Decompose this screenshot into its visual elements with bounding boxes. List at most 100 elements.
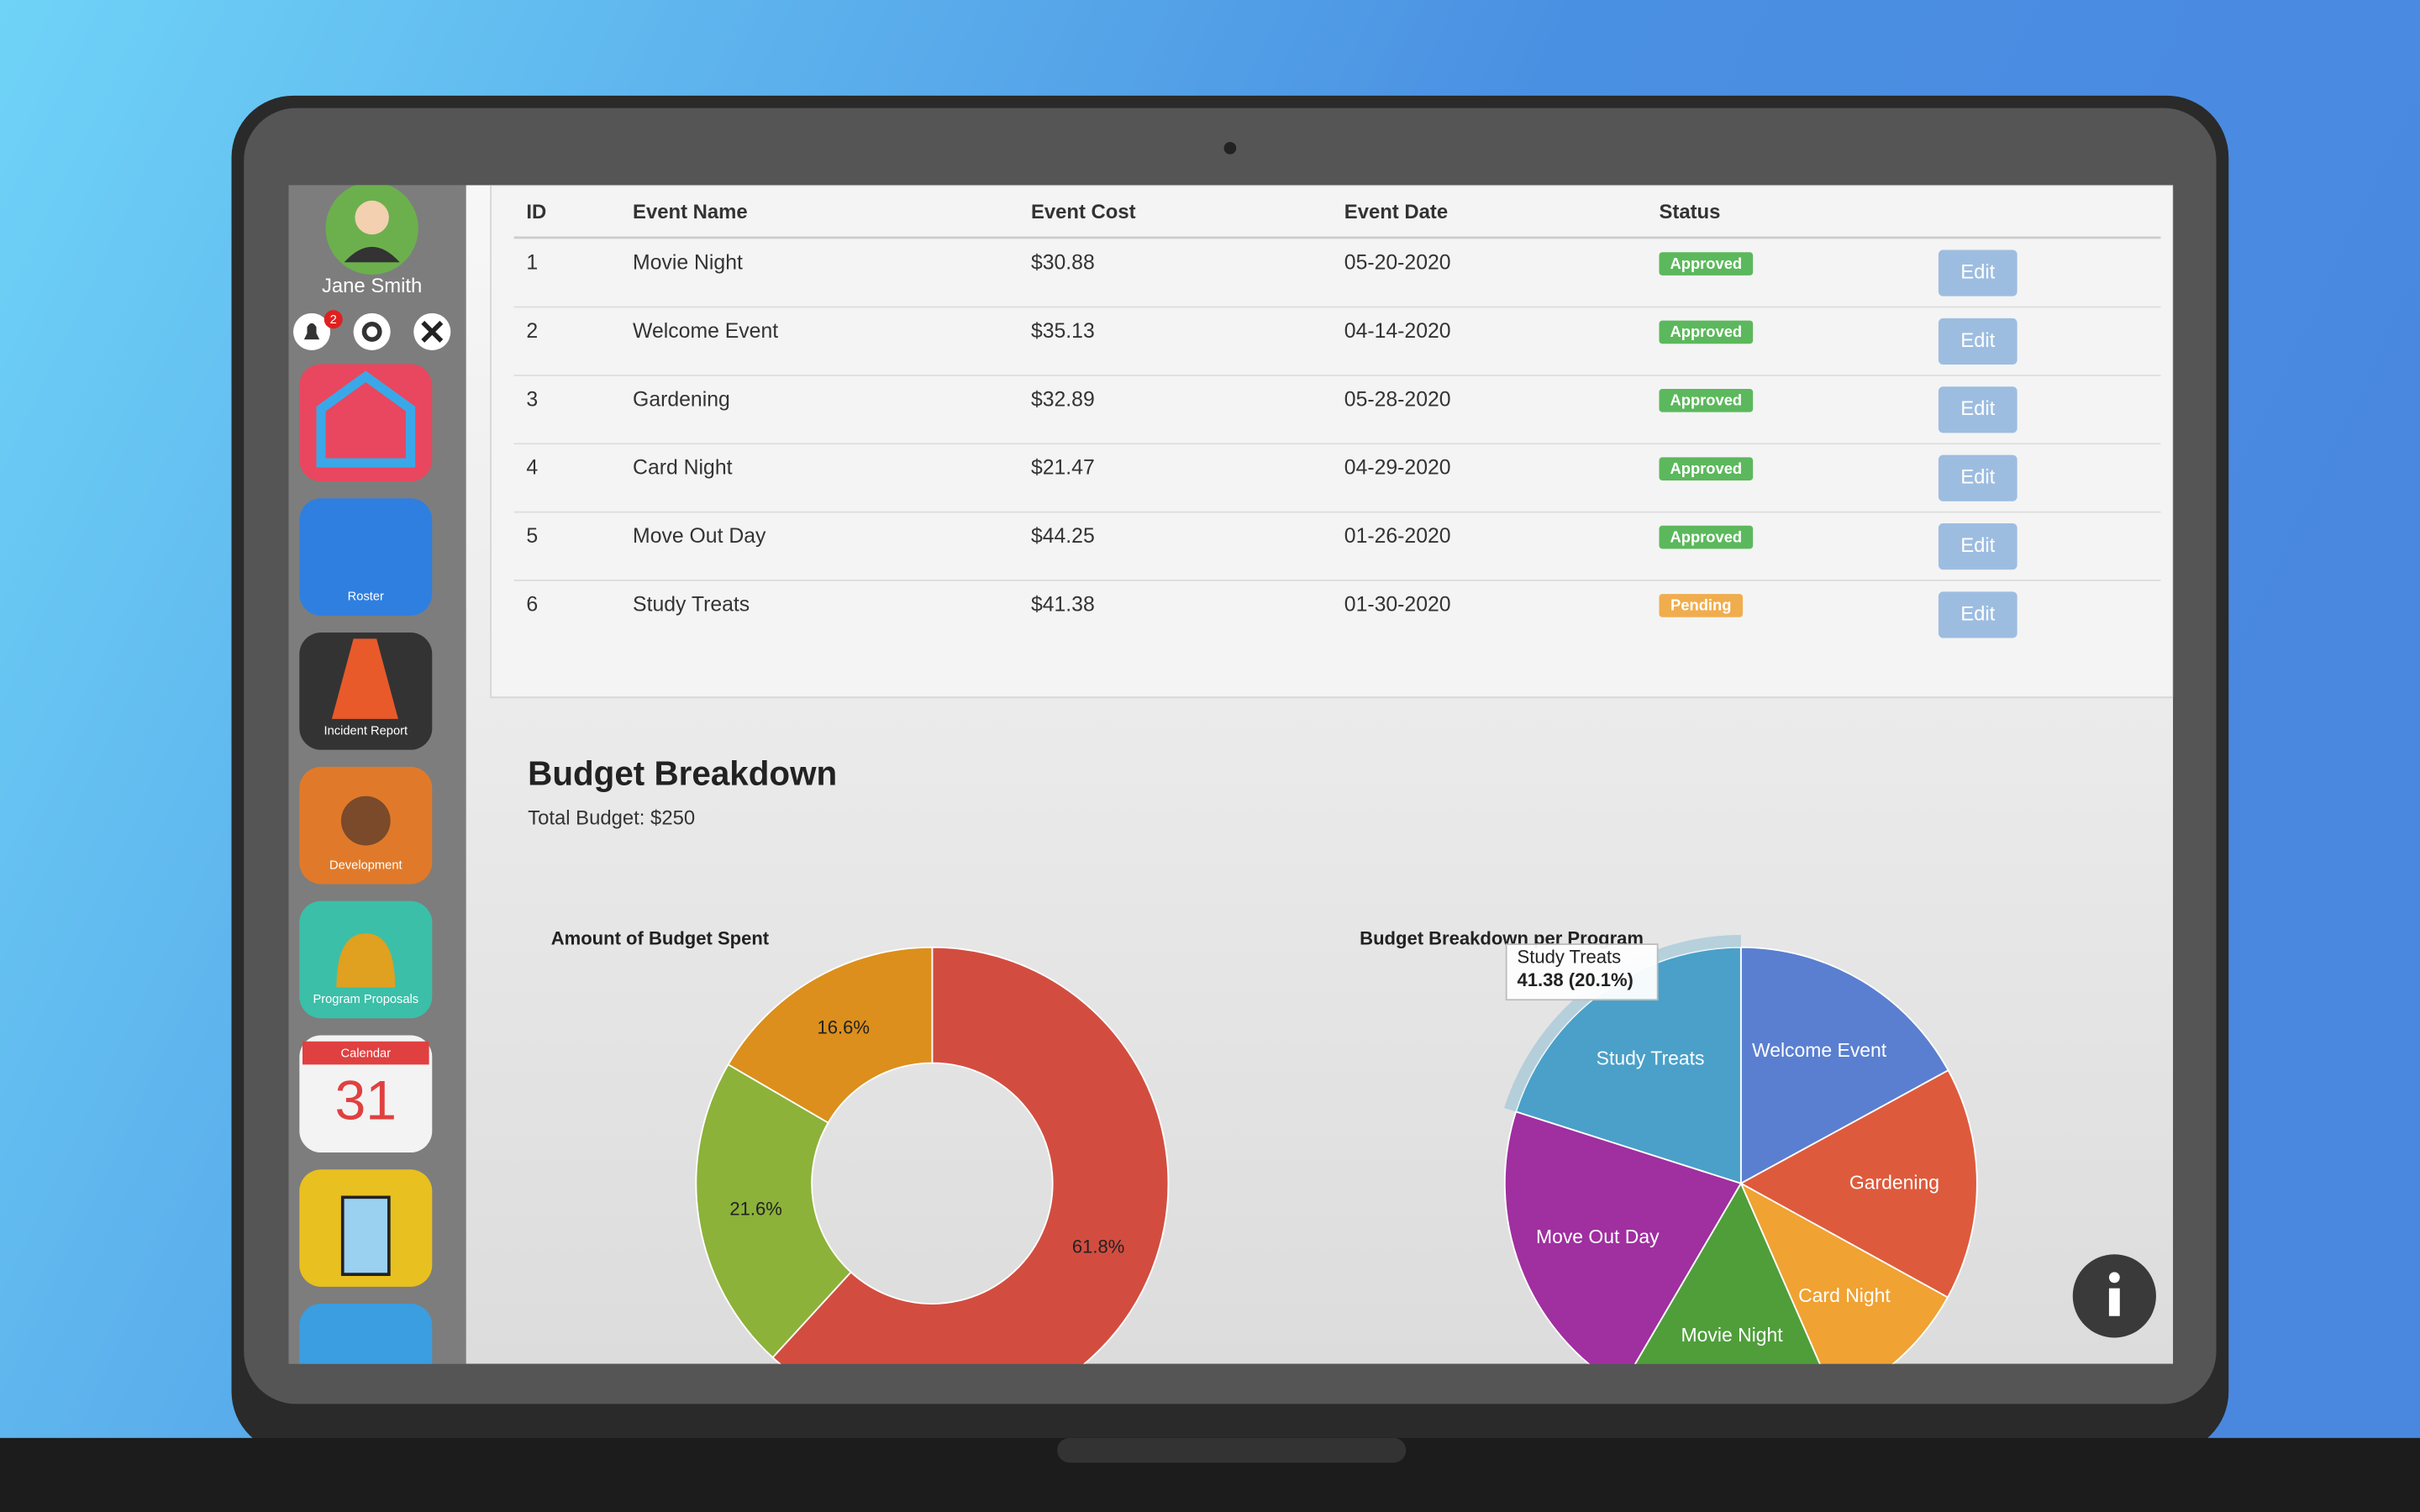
edit-label: Edit <box>1960 260 1995 283</box>
status-text: Approved <box>1670 323 1742 340</box>
table-cell: Welcome Event <box>633 320 778 343</box>
column-header: Event Name <box>633 201 748 223</box>
table-panel <box>490 185 2174 699</box>
table-cell: $35.13 <box>1031 320 1095 343</box>
column-header: Status <box>1659 201 1720 223</box>
table-cell: 01-30-2020 <box>1344 593 1451 616</box>
slice-label: Study Treats <box>1597 1047 1705 1068</box>
gear-icon <box>361 321 382 342</box>
tooltip-value: 41.38 (20.1%) <box>1518 969 1634 990</box>
table-cell: $30.88 <box>1031 252 1095 275</box>
avatar-face <box>355 200 389 235</box>
app-tile[interactable] <box>299 364 433 482</box>
table-cell: Study Treats <box>633 593 750 616</box>
bag-icon <box>336 933 396 988</box>
edit-button[interactable] <box>1938 386 2018 433</box>
table-cell: 6 <box>526 593 538 616</box>
radio-icon <box>340 1195 391 1276</box>
avatar-body <box>344 246 400 263</box>
status-badge <box>1659 457 1754 480</box>
slice-label: Gardening <box>1849 1171 1939 1193</box>
total-budget: Total Budget: $250 <box>528 807 695 830</box>
edit-label: Edit <box>1960 329 1995 352</box>
status-badge <box>1659 525 1754 549</box>
status-badge <box>1659 594 1744 617</box>
edit-label: Edit <box>1960 466 1995 489</box>
app-label: Calendar <box>341 1047 392 1060</box>
chart-title: Amount of Budget Spent <box>551 927 770 948</box>
bell-icon <box>303 323 320 340</box>
table-cell: 05-20-2020 <box>1344 252 1451 275</box>
table-cell: $32.89 <box>1031 388 1095 411</box>
status-text: Approved <box>1670 528 1742 545</box>
data-label: 61.8% <box>1072 1236 1124 1257</box>
calendar-header <box>302 1041 429 1065</box>
badge <box>324 310 343 329</box>
edit-button[interactable] <box>1938 318 2018 365</box>
table-cell: $44.25 <box>1031 525 1095 548</box>
slice-label: Welcome Event <box>1752 1039 1887 1061</box>
column-header: Event Cost <box>1031 201 1136 223</box>
app-label: Roster <box>348 591 384 604</box>
camera <box>1223 141 1237 155</box>
slice-label: Move Out Day <box>1536 1226 1660 1247</box>
slice-label: Card Night <box>1798 1284 1891 1306</box>
user-name: Jane Smith <box>322 275 422 297</box>
notch <box>1057 1437 1407 1463</box>
section-title: Budget Breakdown <box>528 754 837 793</box>
table-cell: 01-26-2020 <box>1344 525 1451 548</box>
status-badge <box>1659 389 1754 412</box>
pie-slice <box>1503 1110 1743 1364</box>
pie-slice <box>1634 1181 1821 1364</box>
home-icon <box>316 370 416 468</box>
edit-label: Edit <box>1960 534 1995 557</box>
close-icon <box>421 320 444 343</box>
status-text: Approved <box>1670 255 1742 272</box>
edit-label: Edit <box>1960 397 1995 420</box>
table-cell: $21.47 <box>1031 457 1095 480</box>
table-cell: Move Out Day <box>633 525 766 548</box>
table-cell: 4 <box>526 457 538 480</box>
cone-icon <box>331 638 398 719</box>
edit-label: Edit <box>1960 602 1995 625</box>
column-header: Event Date <box>1344 201 1448 223</box>
app-label: Incident Report <box>324 724 408 738</box>
pie-slice <box>1739 1068 1978 1299</box>
table-cell: Card Night <box>633 457 733 480</box>
status-badge <box>1659 320 1754 344</box>
edit-button[interactable] <box>1938 523 2018 570</box>
table-cell: Gardening <box>633 388 730 411</box>
badge-count: 2 <box>330 313 337 327</box>
data-label: 16.6% <box>817 1017 869 1038</box>
table-cell: 1 <box>526 252 538 275</box>
table-cell: 5 <box>526 525 538 548</box>
table-cell: 2 <box>526 320 538 343</box>
info-dot <box>2108 1272 2120 1284</box>
edit-button[interactable] <box>1938 454 2018 501</box>
table-cell: 3 <box>526 388 538 411</box>
status-text: Pending <box>1670 596 1731 614</box>
plant-icon <box>340 795 391 846</box>
status-text: Approved <box>1670 391 1742 409</box>
info-bar <box>2108 1288 2120 1316</box>
status-badge <box>1659 252 1754 276</box>
screen: Jane Smith 2 Roster Incident Report Develo… <box>288 185 2174 1421</box>
settings-button[interactable] <box>353 312 391 350</box>
app-tile[interactable] <box>299 1304 433 1421</box>
tooltip-name: Study Treats <box>1518 946 1622 967</box>
donut-slice <box>695 1063 852 1359</box>
table-cell: $41.38 <box>1031 593 1095 616</box>
pie-slice <box>1739 1181 1949 1364</box>
edit-button[interactable] <box>1938 591 2018 638</box>
data-label: 21.6% <box>729 1198 781 1219</box>
edit-button[interactable] <box>1938 249 2018 297</box>
table-cell: 04-29-2020 <box>1344 457 1451 480</box>
status-text: Approved <box>1670 459 1742 477</box>
tooltip <box>1505 943 1659 1001</box>
table-cell: 04-14-2020 <box>1344 320 1451 343</box>
app-tile[interactable] <box>299 498 433 616</box>
column-header: ID <box>526 201 546 223</box>
donut-slice <box>727 946 934 1124</box>
